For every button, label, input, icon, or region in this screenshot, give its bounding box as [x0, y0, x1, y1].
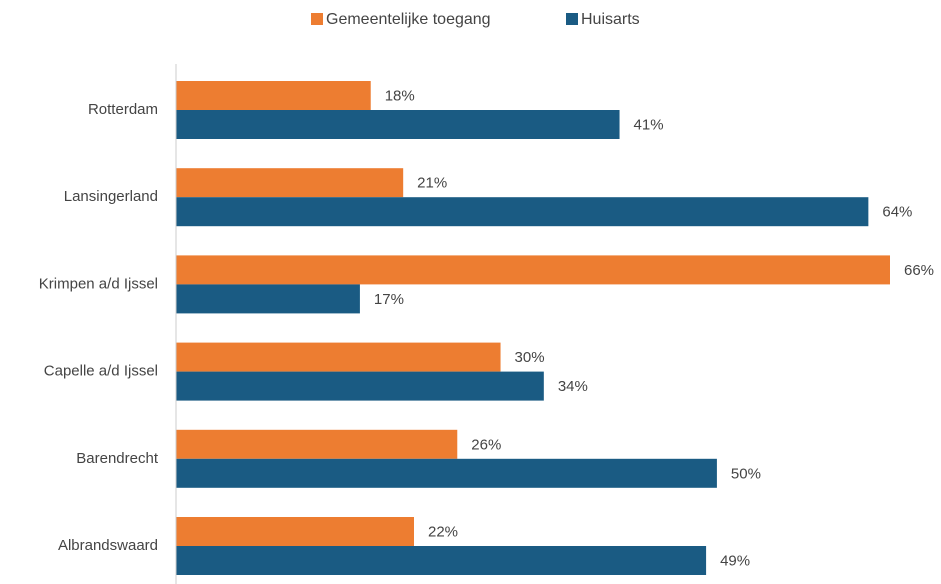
data-label: 21%	[417, 175, 447, 192]
bar	[176, 81, 371, 110]
data-label: 66%	[904, 262, 934, 279]
bar	[176, 168, 404, 198]
bar	[176, 284, 360, 314]
data-label: 49%	[720, 552, 750, 569]
legend-swatch	[311, 13, 323, 25]
bar	[176, 342, 501, 372]
data-label: 34%	[558, 378, 588, 395]
y-tick-label: Capelle a/d Ijssel	[44, 363, 158, 380]
data-label: 50%	[731, 465, 761, 482]
data-label: 22%	[428, 523, 458, 540]
bar	[176, 197, 869, 227]
y-tick-label: Barendrecht	[76, 450, 159, 467]
bar	[176, 255, 890, 285]
data-label: 17%	[374, 291, 404, 308]
bar	[176, 546, 707, 575]
data-label: 30%	[515, 349, 545, 366]
bar	[176, 429, 458, 459]
y-tick-label: Lansingerland	[64, 188, 158, 205]
data-label: 26%	[471, 436, 501, 453]
legend-swatch	[566, 13, 578, 25]
bar	[176, 371, 544, 401]
data-label: 64%	[882, 204, 912, 221]
y-tick-label: Albrandswaard	[58, 537, 158, 554]
data-label: 18%	[385, 87, 415, 104]
data-label: 41%	[634, 116, 664, 133]
legend-label: Huisarts	[581, 11, 640, 28]
bar	[176, 517, 414, 546]
y-tick-label: Rotterdam	[88, 101, 158, 118]
legend-label: Gemeentelijke toegang	[326, 11, 491, 28]
bar	[176, 110, 620, 139]
bar	[176, 458, 717, 488]
y-tick-label: Krimpen a/d Ijssel	[39, 275, 158, 292]
